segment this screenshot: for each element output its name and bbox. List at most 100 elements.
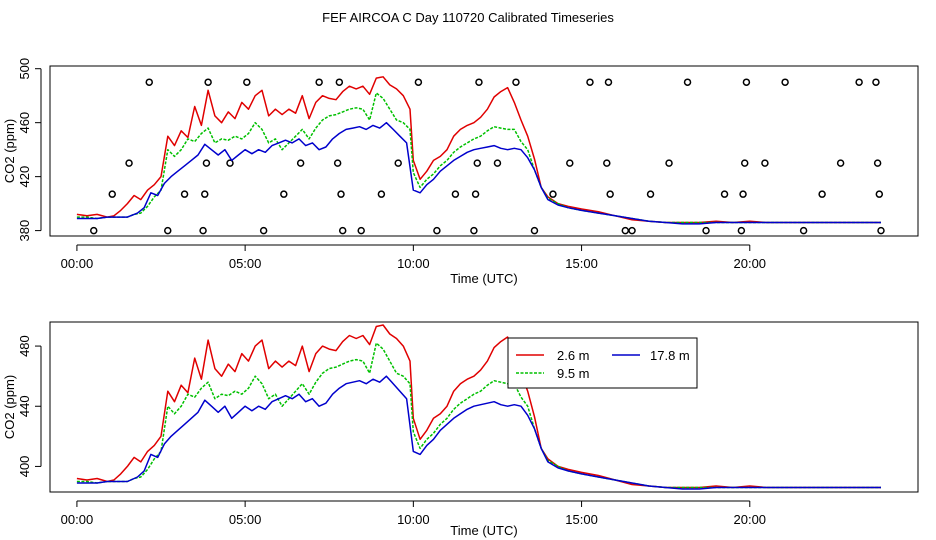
- y-tick-label: 380: [17, 220, 32, 242]
- scatter-dot: [737, 226, 746, 235]
- y-axis-label-bottom: CO2 (ppm): [2, 375, 17, 439]
- plot-frame-bottom: [49, 321, 919, 493]
- scatter-dot: [628, 226, 636, 235]
- scatter-dot: [108, 190, 116, 198]
- scatter-dot: [394, 159, 402, 167]
- legend-box: [507, 337, 698, 389]
- y-tick-label: 500: [17, 58, 32, 80]
- legend-label-17-8m: 17.8 m: [650, 348, 690, 363]
- scatter-dot: [280, 190, 288, 198]
- scatter-dot: [414, 78, 423, 86]
- scatter-dot: [89, 226, 98, 235]
- scatter-dot: [621, 226, 630, 235]
- scatter-dot: [335, 78, 344, 86]
- scatter-dot: [530, 226, 539, 235]
- scatter-dot: [549, 190, 557, 198]
- scatter-dot: [836, 159, 845, 167]
- scatter-dot: [204, 78, 212, 86]
- scatter-dot: [259, 226, 268, 235]
- x-tick-label: 10:00: [397, 512, 430, 527]
- x-tick-label: 10:00: [397, 256, 430, 271]
- legend-label-2-6m: 2.6 m: [557, 348, 590, 363]
- scatter-dot: [855, 78, 863, 86]
- scatter-dot: [646, 190, 655, 198]
- scatter-dot: [315, 78, 323, 86]
- scatter-dot: [877, 226, 885, 235]
- series-line-2-6-m-bottom: [76, 324, 881, 489]
- scatter-dot: [338, 226, 347, 235]
- scatter-dot: [818, 190, 826, 198]
- scatter-dot: [604, 78, 613, 86]
- scatter-dot: [201, 190, 209, 198]
- scatter-dot: [566, 159, 574, 167]
- series-line-2-6-m-top: [76, 76, 881, 224]
- scatter-dot: [606, 190, 614, 198]
- y-tick-label: 480: [17, 335, 32, 357]
- scatter-dot: [433, 226, 441, 235]
- scatter-dot: [875, 190, 884, 198]
- scatter-dot: [603, 159, 611, 167]
- y-tick-label: 420: [17, 166, 32, 188]
- panel-top: Time (UTC) CO2 (ppm) 00:00 05:00 10:00 15:0…: [2, 58, 919, 286]
- scatter-dot: [471, 190, 480, 198]
- scatter-dot: [761, 159, 769, 167]
- x-axis-label-top: Time (UTC): [450, 271, 517, 286]
- scatter-dot: [493, 159, 502, 167]
- x-axis-label-bottom: Time (UTC): [450, 523, 517, 538]
- y-tick-label: 400: [17, 456, 32, 478]
- scatter-dot: [337, 190, 345, 198]
- scatter-dot: [739, 190, 747, 198]
- scatter-dot: [873, 159, 882, 167]
- scatter-dot: [872, 78, 880, 86]
- series-line-17-8-m-bottom: [76, 375, 881, 490]
- y-tick-label: 440: [17, 395, 32, 417]
- scatter-dot: [199, 226, 207, 235]
- y-axis-label-top: CO2 (ppm): [2, 119, 17, 183]
- scatter-dot: [226, 159, 234, 167]
- scatter-dot: [720, 190, 729, 198]
- legend: 2.6 m 17.8 m 9.5 m: [507, 337, 698, 389]
- scatter-dot: [742, 78, 751, 86]
- scatter-dot: [357, 226, 365, 235]
- scatter-dot: [781, 78, 789, 86]
- x-tick-label: 20:00: [734, 256, 767, 271]
- x-tick-label: 15:00: [565, 512, 598, 527]
- scatter-dot: [451, 190, 460, 198]
- x-tick-label: 15:00: [565, 256, 598, 271]
- scatter-dot: [243, 78, 251, 86]
- scatter-dot: [470, 226, 478, 235]
- plot-frame-top: [49, 65, 919, 237]
- series-lines-bottom: [76, 324, 881, 490]
- x-tick-label: 05:00: [229, 256, 262, 271]
- axes-top: 00:00 05:00 10:00 15:00 20:00 380 420 460 500: [17, 58, 766, 271]
- x-tick-label: 00:00: [61, 256, 94, 271]
- x-tick-label: 20:00: [734, 512, 767, 527]
- chart-title: FEF AIRCOA C Day 110720 Calibrated Times…: [322, 10, 614, 25]
- scatter-dot: [180, 190, 189, 198]
- scatter-dot: [377, 190, 386, 198]
- scatter-dot: [473, 159, 482, 167]
- x-tick-label: 05:00: [229, 512, 262, 527]
- scatter-dot: [145, 78, 153, 86]
- axes-bottom: 00:00 05:00 10:00 15:00 20:00 400 440 480: [17, 335, 766, 527]
- scatter-dot: [333, 159, 342, 167]
- scatter-dot: [702, 226, 710, 235]
- panel-bottom: Time (UTC) CO2 (ppm) 00:00 05:00 10:00 15:0…: [2, 321, 919, 538]
- scatter-dot: [125, 159, 133, 167]
- scatter-dot: [512, 78, 520, 86]
- scatter-dot: [683, 78, 692, 86]
- scatter-dot: [296, 159, 305, 167]
- scatter-dot: [740, 159, 749, 167]
- x-tick-label: 00:00: [61, 512, 94, 527]
- series-lines-top: [76, 76, 881, 225]
- scatter-dots-top: [89, 78, 885, 235]
- scatter-dot: [665, 159, 673, 167]
- scatter-dot: [164, 226, 172, 235]
- scatter-dot: [475, 78, 483, 86]
- scatter-dot: [586, 78, 594, 86]
- scatter-dot: [202, 159, 211, 167]
- series-line-17-8-m-top: [76, 121, 881, 225]
- scatter-dot: [799, 226, 808, 235]
- series-line-9-5-m-top: [76, 92, 881, 224]
